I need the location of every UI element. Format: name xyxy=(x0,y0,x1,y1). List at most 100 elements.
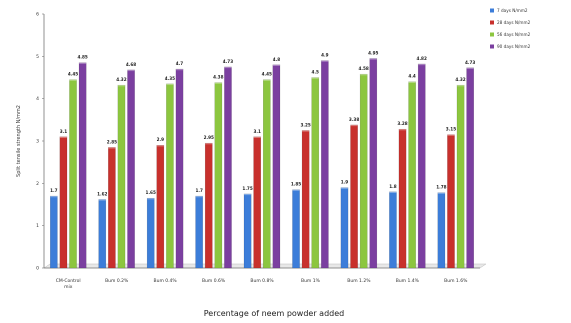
bar xyxy=(224,66,232,269)
bar-top xyxy=(244,193,252,196)
data-label: 4.68 xyxy=(126,62,136,67)
bar-top xyxy=(311,77,319,79)
bar xyxy=(456,84,465,269)
bar xyxy=(166,83,174,269)
bar xyxy=(195,195,203,269)
bar xyxy=(243,193,252,269)
data-label: 3.28 xyxy=(397,121,407,126)
y-tick-label: 4 xyxy=(36,96,39,102)
y-tick-label: 0 xyxy=(36,266,39,272)
bar-top xyxy=(340,187,349,189)
data-label: 4.38 xyxy=(213,75,223,80)
bar-top xyxy=(108,147,116,149)
bar xyxy=(301,130,310,269)
data-label: 4.32 xyxy=(455,77,465,82)
data-label: 3.1 xyxy=(60,129,68,134)
bar xyxy=(108,147,116,269)
data-label: 4.85 xyxy=(77,55,87,60)
data-label: 1.7 xyxy=(50,188,58,193)
data-label: 4.8 xyxy=(273,57,281,62)
bar xyxy=(408,81,416,269)
bar xyxy=(292,189,300,269)
bar xyxy=(272,64,281,269)
data-labels: 1.7 3.1 4.45 4.85 1.62 2.85 4.32 4.68 1.65 2.9 4.3… xyxy=(50,50,475,196)
bar-top xyxy=(321,60,329,62)
data-label: 1.78 xyxy=(436,185,446,190)
y-tick-label: 1 xyxy=(36,223,39,229)
legend-swatch xyxy=(490,20,494,25)
bar-top xyxy=(350,124,358,127)
x-tick-label: mix xyxy=(64,284,73,290)
legend-label: 90 days N/mm2 xyxy=(497,44,531,49)
legend-label: 7 days N/mm2 xyxy=(497,8,528,13)
data-label: 3.38 xyxy=(349,117,359,122)
bar xyxy=(69,79,77,269)
bar xyxy=(398,128,407,269)
data-label: 1.65 xyxy=(146,190,156,195)
data-label: 4.9 xyxy=(321,53,329,58)
bar-top xyxy=(398,129,407,131)
bar xyxy=(127,69,135,269)
bar-top xyxy=(253,136,261,138)
data-label: 4.73 xyxy=(223,59,233,64)
data-label: 1.8 xyxy=(389,184,397,189)
data-label: 2.85 xyxy=(107,139,117,144)
y-tick-label: 2 xyxy=(36,181,39,187)
legend-swatch xyxy=(490,8,494,13)
legend: 7 days N/mm2 28 days N/mm2 56 days N/mm2 90… xyxy=(490,8,531,49)
bar-top xyxy=(195,196,203,198)
data-label: 2.95 xyxy=(204,135,214,140)
bar xyxy=(59,136,68,269)
data-label: 1.7 xyxy=(195,188,203,193)
bar-top xyxy=(437,192,445,194)
x-tick-label: Bum 1.6% xyxy=(444,278,468,284)
bar-top xyxy=(466,67,474,69)
data-label: 3.25 xyxy=(300,122,310,127)
bar-top xyxy=(447,134,455,136)
bar-top xyxy=(98,199,106,201)
bar-top xyxy=(205,143,213,145)
data-label: 4.32 xyxy=(116,77,126,82)
bar-top xyxy=(418,63,426,66)
data-label: 2.9 xyxy=(157,137,165,142)
bar xyxy=(214,82,223,269)
x-tick-label: Bum 0.8% xyxy=(250,278,274,284)
x-tick-label: Bum 1.2% xyxy=(347,278,371,284)
bar-top xyxy=(127,69,135,72)
bar-top xyxy=(175,69,184,71)
bar xyxy=(175,68,184,269)
bar-top xyxy=(456,85,465,87)
bar xyxy=(263,79,271,269)
bar-top xyxy=(389,191,397,193)
bar-top xyxy=(302,130,310,132)
data-label: 4.35 xyxy=(165,76,175,81)
bar xyxy=(437,192,446,269)
bar-top xyxy=(408,81,416,83)
y-axis-title: Split tensile strength N/mm2 xyxy=(16,105,22,177)
bar xyxy=(350,124,358,269)
x-tick-label: Bum 0.6% xyxy=(202,278,226,284)
data-label: 4.82 xyxy=(417,56,427,61)
bar-top xyxy=(156,145,164,147)
bar xyxy=(340,187,349,269)
data-label: 4.45 xyxy=(68,72,78,77)
data-label: 3.15 xyxy=(446,127,456,132)
data-label: 1.85 xyxy=(291,182,301,187)
x-tick-label: CM-Control xyxy=(56,278,81,284)
data-label: 4.5 xyxy=(312,70,320,75)
bar xyxy=(50,195,58,269)
data-label: 4.4 xyxy=(408,74,416,79)
y-tick-label: 3 xyxy=(36,139,39,145)
bar-top xyxy=(117,85,126,87)
bar-top xyxy=(360,74,368,76)
bar-top xyxy=(224,66,232,69)
data-label: 4.58 xyxy=(359,66,369,71)
bar xyxy=(253,136,262,269)
bar-top xyxy=(272,64,280,66)
bar-top xyxy=(292,189,300,191)
bar xyxy=(466,67,474,269)
legend-label: 56 days N/mm2 xyxy=(497,32,531,37)
data-label: 1.62 xyxy=(97,191,107,196)
x-tick-label: Bum 0.4% xyxy=(154,278,178,284)
y-tick-label: 6 xyxy=(36,12,39,18)
